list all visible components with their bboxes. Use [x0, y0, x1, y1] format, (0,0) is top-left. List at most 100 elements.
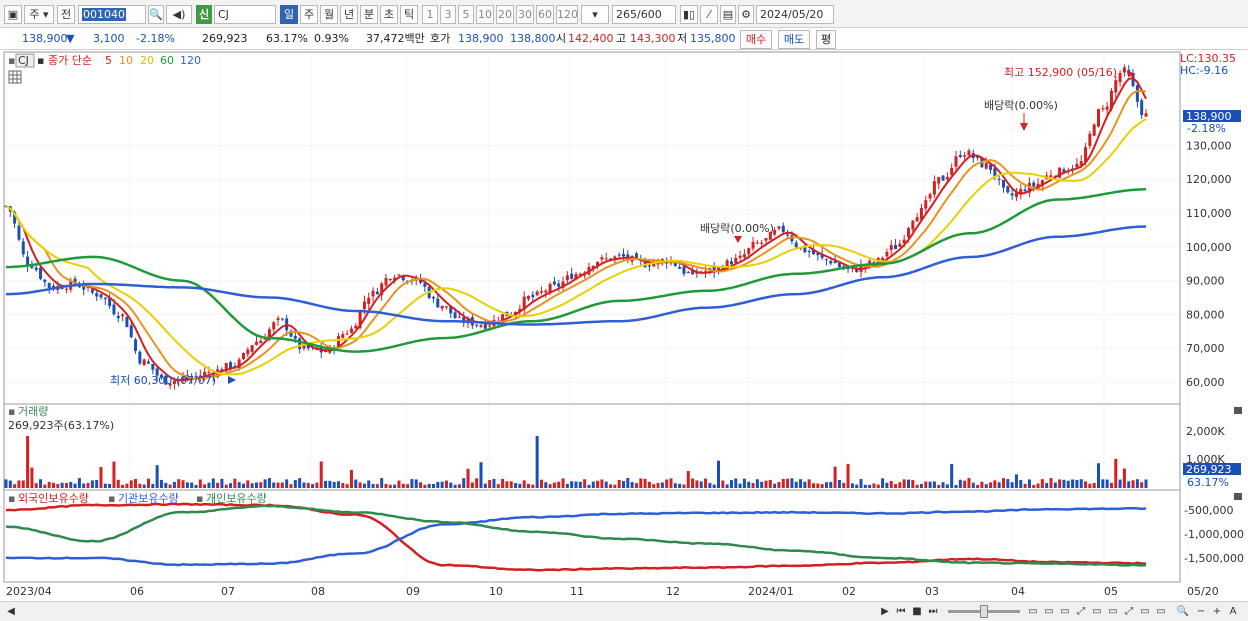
volume-panel[interactable] — [3, 403, 1181, 491]
candle-icon[interactable]: ▮▯ — [680, 5, 698, 24]
minute-60[interactable]: 60 — [536, 5, 554, 24]
view-icon-5[interactable]: ▭ — [1092, 606, 1102, 617]
x-tick-label: 06 — [130, 585, 144, 598]
gear-icon[interactable]: ⚙ — [738, 5, 754, 24]
stop-icon[interactable]: ■ — [912, 606, 922, 617]
volume-bar — [276, 482, 280, 488]
forward-icon[interactable]: ⏭ — [928, 606, 938, 617]
count-field[interactable]: 265/600 — [612, 5, 676, 24]
count-total: /600 — [637, 8, 662, 21]
volume-bar — [803, 481, 807, 488]
buy-button[interactable]: 매수 — [740, 30, 772, 49]
mode-select[interactable]: 주 ▾ — [24, 5, 54, 24]
volume-bar — [349, 470, 353, 488]
date-field[interactable]: 2024/05/20 — [756, 5, 834, 24]
chart-scrollbar[interactable]: ◀ ▶ ⏮ ■ ⏭ ▭ ▭ ▭ ⤢ ▭ ▭ ⤢ ▭ ▭ 🔍 − + A — [0, 601, 1248, 621]
table-icon[interactable] — [8, 70, 22, 84]
period-week[interactable]: 주 — [300, 5, 318, 24]
view-icon-6[interactable]: ▭ — [1108, 606, 1118, 617]
custom-period-select[interactable]: ▾ — [581, 5, 609, 24]
current-price-tag — [1183, 110, 1241, 122]
candle-body — [570, 273, 574, 279]
volume-bar — [626, 478, 630, 488]
period-month[interactable]: 월 — [320, 5, 338, 24]
candle-body — [932, 181, 936, 195]
text-size-icon[interactable]: A — [1229, 606, 1237, 617]
layout-icon[interactable]: ▣ — [4, 5, 22, 24]
view-icon-9[interactable]: ▭ — [1156, 606, 1166, 617]
speaker-icon[interactable]: ◀) — [166, 5, 192, 24]
scroll-right-icon[interactable]: ▶ — [881, 606, 889, 617]
x-tick-label: 05/20 — [1187, 585, 1219, 598]
volume-bar — [850, 483, 854, 488]
save-icon[interactable]: ▤ — [720, 5, 736, 24]
volume-bar — [121, 484, 125, 488]
volume-bar — [177, 479, 181, 488]
scroll-left-icon[interactable]: ◀ — [7, 606, 15, 617]
volume-bar — [267, 478, 271, 488]
volume-bar — [134, 479, 138, 488]
rewind-icon[interactable]: ⏮ — [896, 606, 906, 617]
volume-bar — [764, 480, 768, 488]
candle-body — [673, 262, 677, 266]
volume-bar — [172, 481, 176, 488]
period-minute[interactable]: 분 — [360, 5, 378, 24]
period-tick[interactable]: 틱 — [400, 5, 418, 24]
minute-1[interactable]: 1 — [422, 5, 438, 24]
view-icon-1[interactable]: ▭ — [1028, 606, 1038, 617]
candle-body — [397, 274, 401, 276]
search-icon[interactable]: 🔍 — [148, 5, 164, 24]
period-day[interactable]: 일 — [280, 5, 298, 24]
candle-body — [501, 314, 505, 324]
zoom-slider-handle[interactable] — [980, 605, 988, 618]
view-icon-8[interactable]: ▭ — [1140, 606, 1150, 617]
candle-body — [164, 375, 168, 385]
view-icon-2[interactable]: ▭ — [1044, 606, 1054, 617]
dividend-annotation-1: 배당락(0.00%) — [700, 222, 774, 235]
volume-bar — [220, 478, 224, 488]
volume-bar — [151, 483, 155, 488]
stock-name-field[interactable]: CJ — [214, 5, 276, 24]
period-second[interactable]: 초 — [380, 5, 398, 24]
view-icon-7[interactable]: ⤢ — [1125, 606, 1133, 617]
candle-body — [1088, 133, 1092, 146]
zoom-search-icon[interactable]: 🔍 — [1176, 606, 1190, 617]
new-badge[interactable]: 신 — [196, 5, 212, 24]
line-tool-icon[interactable]: ⁄ — [700, 5, 718, 24]
volume-bar — [919, 483, 923, 488]
candle-body — [280, 318, 284, 320]
candle-body — [777, 226, 781, 229]
volume-bar — [501, 478, 505, 488]
volume-bar — [95, 479, 99, 488]
volume-bar — [432, 483, 435, 488]
candle-body — [898, 243, 902, 247]
zoom-in-icon[interactable]: + — [1212, 606, 1222, 617]
candle-body — [919, 207, 923, 220]
minute-10[interactable]: 10 — [476, 5, 494, 24]
minute-3[interactable]: 3 — [440, 5, 456, 24]
volume-close-icon[interactable] — [1234, 407, 1242, 414]
view-icon-3[interactable]: ▭ — [1060, 606, 1070, 617]
minute-20[interactable]: 20 — [496, 5, 514, 24]
candle-body — [362, 301, 366, 310]
candle-body — [423, 283, 427, 287]
minute-120[interactable]: 120 — [556, 5, 578, 24]
volume-bar — [781, 479, 785, 488]
view-icon-4[interactable]: ⤢ — [1077, 606, 1085, 617]
price-panel[interactable] — [3, 51, 1181, 405]
zoom-out-icon[interactable]: − — [1196, 606, 1206, 617]
dividend-arrow-icon-1 — [734, 236, 742, 243]
sell-button[interactable]: 매도 — [778, 30, 810, 49]
candle-body — [121, 314, 125, 317]
minute-5[interactable]: 5 — [458, 5, 474, 24]
chart-area[interactable]: CJ ▪ ▪ 종가 단순 5 10 20 60 120 최고 152,900 (… — [0, 50, 1248, 601]
prev-button[interactable]: 전 — [57, 5, 75, 24]
minute-30[interactable]: 30 — [516, 5, 534, 24]
symbol-box[interactable] — [15, 53, 35, 68]
volume-bar — [419, 482, 423, 488]
period-year[interactable]: 년 — [340, 5, 358, 24]
stock-code-input[interactable]: 001040 — [78, 5, 146, 24]
eval-button[interactable]: 평 — [816, 30, 836, 49]
holdings-close-icon[interactable] — [1234, 493, 1242, 500]
